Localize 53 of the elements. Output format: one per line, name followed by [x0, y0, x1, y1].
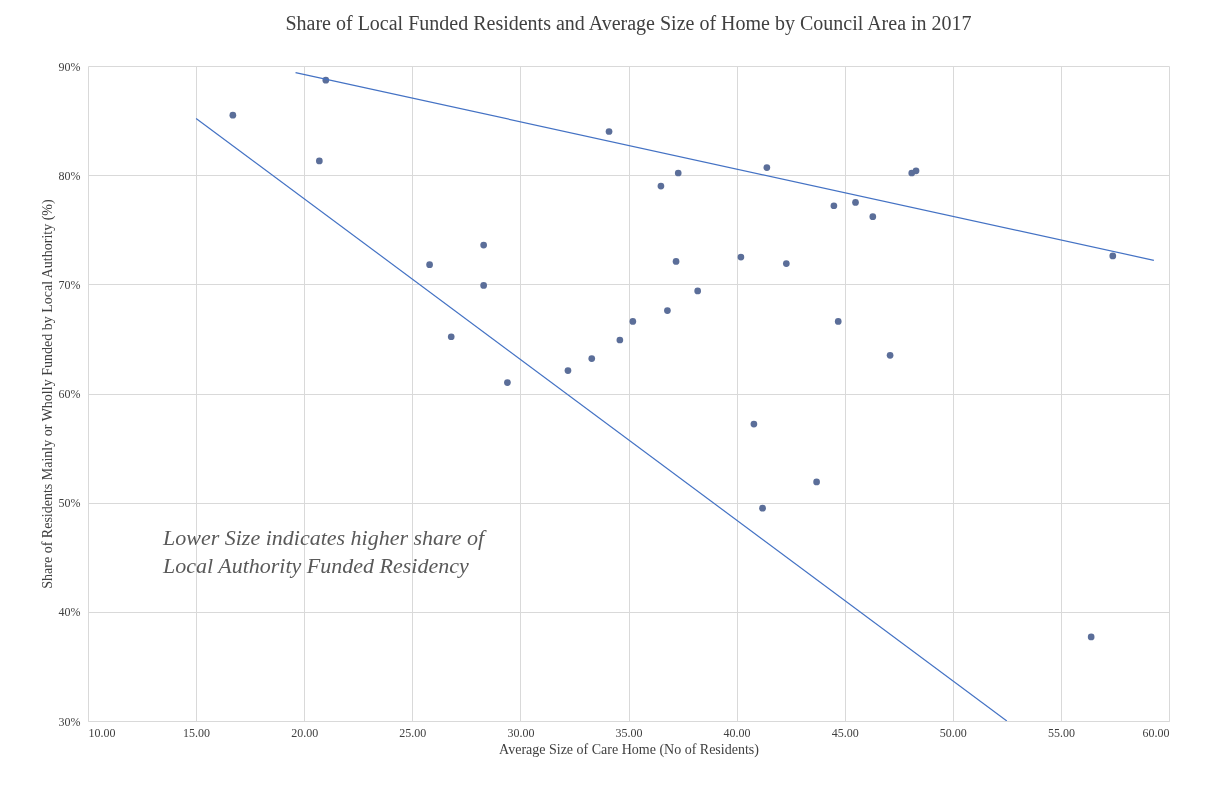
y-tick-label: 80%	[58, 168, 81, 183]
point	[830, 202, 838, 210]
point	[605, 128, 613, 135]
point	[737, 253, 745, 261]
point	[504, 379, 511, 386]
point	[315, 157, 323, 165]
point	[852, 199, 859, 206]
point	[763, 164, 771, 171]
y-tick-label: 60%	[58, 387, 81, 401]
x-tick-label: 25.00	[399, 725, 427, 740]
point	[480, 241, 487, 249]
point	[480, 282, 487, 289]
x-tick-label: 55.00	[1047, 725, 1075, 740]
point	[1087, 633, 1095, 641]
point	[759, 504, 766, 512]
x-tick-label: 15.00	[183, 725, 211, 740]
x-axis-title: Average Size of Care Home (No of Residents)	[499, 741, 760, 758]
y-tick-label: 90%	[58, 59, 81, 74]
point	[1109, 252, 1117, 260]
point	[674, 169, 682, 177]
point	[834, 318, 842, 325]
x-tick-label: 45.00	[831, 725, 859, 740]
y-tick-label: 40%	[58, 605, 81, 620]
point	[664, 307, 671, 314]
point	[672, 258, 680, 265]
point	[912, 167, 920, 175]
point	[229, 111, 237, 119]
annotation: Lower Size indicates higher share of Local Authority Funded Residency	[162, 525, 488, 578]
point	[564, 367, 572, 374]
y-tick-label: 50%	[58, 496, 81, 511]
x-tick-label: 50.00	[939, 725, 967, 740]
point	[629, 318, 637, 325]
y-tick-label: 70%	[58, 277, 81, 292]
point	[588, 355, 596, 362]
x-tick-label: 20.00	[291, 725, 319, 740]
point	[782, 260, 790, 267]
point	[886, 351, 894, 359]
point	[447, 333, 455, 341]
x-tick-label: 40.00	[723, 725, 751, 740]
point	[694, 287, 702, 295]
point	[657, 182, 665, 190]
y-axis-title: Share of Residents Mainly or Wholly Funded by Local Authority (%)	[39, 198, 56, 589]
x-tick-label: 60.00	[1142, 725, 1170, 740]
x-tick-label: 10.00	[88, 725, 116, 740]
chart-title: Share of Local Funded Residents and Average Size of Home by Council Area in 2017	[285, 12, 972, 35]
y-tick-label: 30%	[58, 714, 81, 729]
point	[750, 420, 758, 428]
point	[616, 336, 624, 344]
point	[426, 261, 433, 269]
x-tick-label: 30.00	[507, 725, 535, 740]
point	[869, 213, 877, 220]
x-tick-label: 35.00	[615, 725, 643, 740]
point	[813, 478, 820, 486]
